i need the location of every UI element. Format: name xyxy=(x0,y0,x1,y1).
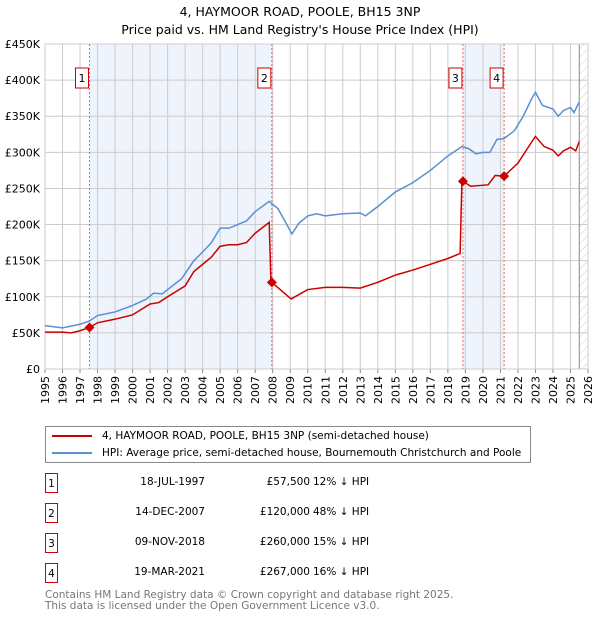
shaded-period xyxy=(462,44,505,369)
sale-price: £57,500 xyxy=(266,476,310,488)
sale-badge: 4 xyxy=(45,563,58,583)
sale-badge xyxy=(489,67,504,89)
sale-date: 18-JUL-1997 xyxy=(140,476,205,488)
x-tick-label: 2000 xyxy=(127,376,140,404)
sale-badge xyxy=(257,67,272,89)
x-tick-label: 2010 xyxy=(302,376,315,404)
x-tick-label: 2017 xyxy=(424,376,437,404)
sale-badge-label: 1 xyxy=(78,72,85,85)
legend-swatch-red xyxy=(52,435,92,437)
price-chart: 1995 1996 1997 1998 1999 2000 2001 2002 2003 2004… xyxy=(5,38,595,404)
chart-title: 4, HAYMOOR ROAD, POOLE, BH15 3NP xyxy=(179,4,421,19)
x-tick-label: 2015 xyxy=(389,376,402,404)
plot-frame xyxy=(44,43,589,370)
y-tick-label: £400K xyxy=(5,74,41,87)
x-tick-label: 2013 xyxy=(354,376,367,404)
legend-item-property: 4, HAYMOOR ROAD, POOLE, BH15 3NP (semi-d… xyxy=(52,428,429,444)
sale-badge: 2 xyxy=(45,503,58,523)
sale-price: £260,000 xyxy=(259,536,310,548)
sale-row: 4 19-MAR-2021 £267,000 16% ↓ HPI xyxy=(45,563,445,585)
sale-point xyxy=(499,171,510,182)
legend-swatch-blue xyxy=(52,452,92,454)
sale-row: 1 18-JUL-1997 £57,500 12% ↓ HPI xyxy=(45,473,445,495)
footer-line-2: This data is licensed under the Open Gov… xyxy=(45,600,380,612)
shaded-period xyxy=(89,44,272,369)
x-tick-label: 2021 xyxy=(494,376,507,404)
x-tick-label: 2016 xyxy=(407,376,420,404)
y-tick-label: £150K xyxy=(5,255,41,268)
x-tick-label: 2018 xyxy=(442,376,455,404)
x-tick-label: 2019 xyxy=(459,376,472,404)
legend-label: HPI: Average price, semi-detached house,… xyxy=(102,447,522,459)
x-tick-label: 2024 xyxy=(547,376,560,404)
property-price-line xyxy=(45,135,580,334)
sale-price: £267,000 xyxy=(259,566,310,578)
sale-badge-label: 3 xyxy=(452,72,459,85)
x-tick-label: 1999 xyxy=(109,376,122,404)
y-tick-label: £0 xyxy=(26,363,40,376)
sale-hpi-diff: 16% ↓ HPI xyxy=(313,566,370,578)
y-tick-label: £200K xyxy=(5,219,41,232)
sale-date: 14-DEC-2007 xyxy=(135,506,205,518)
x-tick-label: 2006 xyxy=(232,376,245,404)
hpi-line xyxy=(44,90,580,329)
x-tick-label: 1998 xyxy=(92,376,105,404)
legend-item-hpi: HPI: Average price, semi-detached house,… xyxy=(52,445,521,461)
x-tick-label: 2001 xyxy=(144,376,157,404)
sale-badge xyxy=(74,67,89,89)
sale-hpi-diff: 48% ↓ HPI xyxy=(313,506,370,518)
x-tick-label: 2002 xyxy=(162,376,175,404)
x-tick-label: 1996 xyxy=(57,376,70,404)
x-tick-label: 2014 xyxy=(372,376,385,404)
sale-badge: 1 xyxy=(45,473,58,493)
sale-point xyxy=(84,322,95,333)
sale-price: £120,000 xyxy=(259,506,310,518)
sale-badge-label: 2 xyxy=(261,72,268,85)
x-tick-label: 2004 xyxy=(197,376,210,404)
sale-point xyxy=(457,176,468,187)
x-tick-label: 2008 xyxy=(267,376,280,404)
sale-row: 2 14-DEC-2007 £120,000 48% ↓ HPI xyxy=(45,503,445,525)
y-tick-label: £100K xyxy=(5,291,41,304)
sale-date: 19-MAR-2021 xyxy=(134,566,205,578)
y-tick-label: £350K xyxy=(5,110,41,123)
x-tick-label: 2005 xyxy=(214,376,227,404)
x-tick-label: 2026 xyxy=(582,376,595,404)
sale-badge xyxy=(448,67,463,89)
y-tick-label: £450K xyxy=(5,38,41,51)
sale-row: 3 09-NOV-2018 £260,000 15% ↓ HPI xyxy=(45,533,445,555)
x-tick-label: 2003 xyxy=(179,376,192,404)
x-tick-label: 2022 xyxy=(512,376,525,404)
legend-label: 4, HAYMOOR ROAD, POOLE, BH15 3NP (semi-d… xyxy=(102,430,429,442)
x-tick-label: 2009 xyxy=(284,376,297,404)
sale-hpi-diff: 12% ↓ HPI xyxy=(313,476,370,488)
y-tick-label: £250K xyxy=(5,182,41,195)
x-tick-label: 1997 xyxy=(74,376,87,404)
x-tick-label: 2020 xyxy=(477,376,490,404)
chart-subtitle: Price paid vs. HM Land Registry's House … xyxy=(121,22,479,37)
sale-hpi-diff: 15% ↓ HPI xyxy=(313,536,370,548)
forecast-region xyxy=(579,44,588,369)
sale-date: 09-NOV-2018 xyxy=(134,536,205,548)
x-tick-label: 2025 xyxy=(564,376,577,404)
y-tick-label: £300K xyxy=(5,146,41,159)
x-tick-label: 2012 xyxy=(337,376,350,404)
sale-badge-label: 4 xyxy=(493,72,500,85)
sale-point xyxy=(266,277,277,288)
footer-line-1: Contains HM Land Registry data © Crown c… xyxy=(45,589,454,601)
legend: 4, HAYMOOR ROAD, POOLE, BH15 3NP (semi-d… xyxy=(45,426,531,463)
x-tick-label: 2023 xyxy=(529,376,542,404)
y-tick-label: £50K xyxy=(12,327,41,340)
x-tick-label: 1995 xyxy=(39,376,52,404)
sale-badge: 3 xyxy=(45,533,58,553)
x-tick-label: 2007 xyxy=(249,376,262,404)
x-tick-label: 2011 xyxy=(319,376,332,404)
